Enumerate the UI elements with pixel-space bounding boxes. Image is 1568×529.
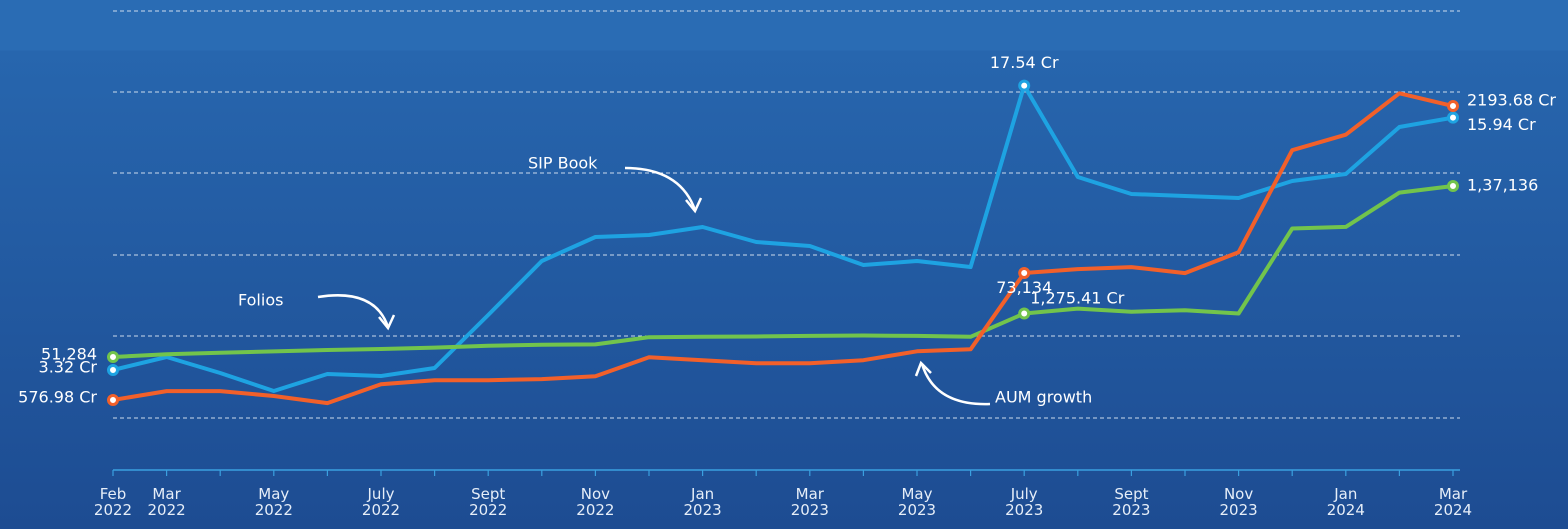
arrow [624, 166, 697, 211]
x-tick-label: July 2022 [361, 485, 401, 519]
point-marker [107, 351, 119, 363]
x-tick-label: Jan 2024 [1326, 485, 1365, 519]
point-marker [1018, 79, 1031, 92]
x-tick-label: Sept 2022 [469, 485, 508, 519]
data-label: 576.98 Cr [18, 388, 97, 407]
point-marker [1447, 100, 1459, 113]
x-tick-label: Mar 2023 [790, 485, 829, 519]
x-tick-label: May 2022 [254, 485, 293, 519]
arrow-head [914, 360, 932, 377]
data-label: 1,275.41 Cr [1030, 289, 1125, 308]
x-tick-label: Mar 2022 [147, 485, 186, 519]
arrow-head [685, 197, 703, 214]
point-marker [1447, 179, 1459, 192]
data-label: 73,134 [996, 278, 1052, 297]
data-label: 1,37,136 [1467, 175, 1538, 194]
x-tick-label: May 2023 [897, 485, 937, 519]
point-marker [107, 364, 119, 376]
x-tick-label: Sept 2023 [1112, 485, 1151, 519]
series-line [112, 91, 1454, 406]
series-line [112, 83, 1454, 393]
series-group [112, 83, 1454, 406]
x-tick-label: Mar 2024 [1433, 485, 1473, 519]
data-label: 15.94 Cr [1467, 115, 1536, 134]
series-line [112, 184, 1454, 359]
data-label: 2193.68 Cr [1467, 91, 1556, 110]
annotation: AUM growth [995, 388, 1092, 407]
data-label: 17.54 Cr [990, 53, 1059, 72]
x-tick-label: July 2023 [1005, 485, 1044, 519]
arrow [920, 363, 991, 406]
arrow [317, 294, 390, 328]
arrow-head [378, 314, 396, 331]
x-tick-label: Jan 2023 [683, 485, 722, 519]
x-tick-label: Nov 2023 [1219, 485, 1258, 519]
data-label: 51,284 [41, 345, 97, 364]
point-marker [1018, 267, 1031, 280]
point-marker [1447, 111, 1459, 124]
x-tick-label: Nov 2022 [576, 485, 615, 519]
annotation: SIP Book [528, 154, 598, 173]
point-marker [1018, 307, 1031, 320]
data-label: 3.32 Cr [39, 358, 98, 377]
point-marker [107, 394, 119, 407]
annotation: Folios [238, 291, 283, 310]
x-tick-label: Feb 2022 [93, 485, 133, 519]
